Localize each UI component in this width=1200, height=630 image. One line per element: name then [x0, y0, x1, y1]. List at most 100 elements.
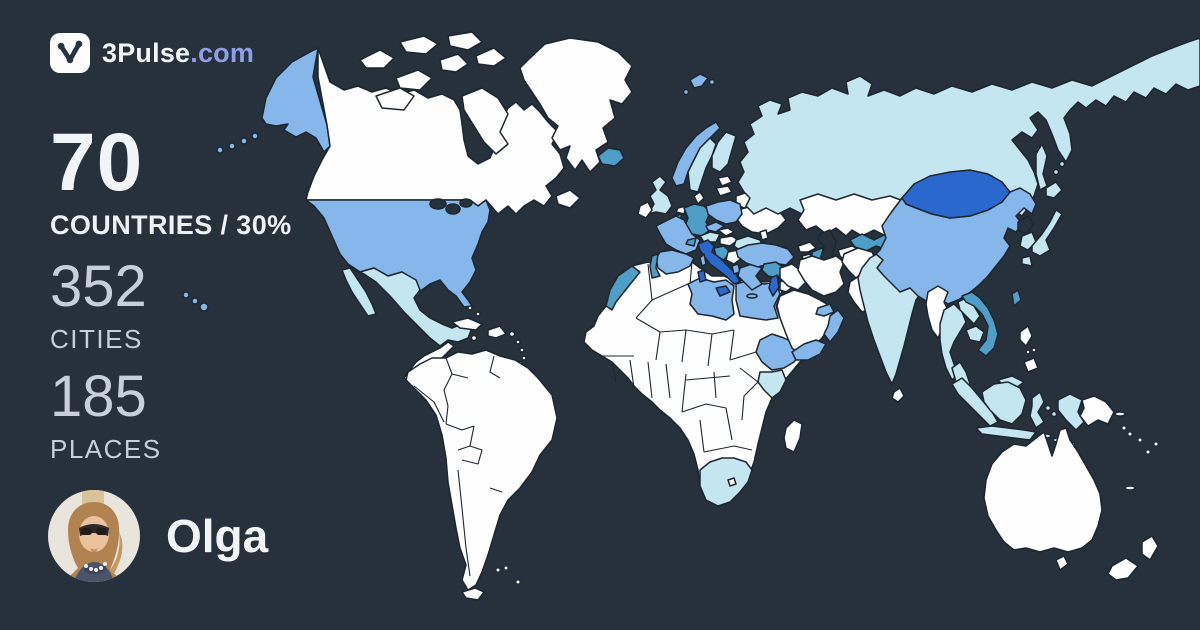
country-morocco: [605, 265, 641, 311]
country-caribbean: [519, 347, 525, 353]
country-islands: [1145, 449, 1151, 455]
country-indonesia: [975, 425, 1037, 441]
country-svalbard: [689, 73, 709, 89]
country-iran: [797, 255, 845, 297]
country-indonesia: [1057, 393, 1085, 431]
country-russia: [1035, 143, 1048, 191]
country-australia: [983, 427, 1103, 553]
cities-value: 352: [50, 254, 147, 319]
country-taiwan: [1011, 289, 1022, 307]
country-philippines: [1019, 325, 1033, 347]
country-border-line: [681, 403, 727, 413]
country-south-america: [405, 349, 558, 591]
country-border-line: [647, 361, 653, 399]
country-border-line: [489, 355, 501, 379]
country-ireland: [637, 201, 653, 219]
country-caribbean: [508, 330, 516, 338]
country-canada: [461, 87, 509, 155]
country-italy: [715, 285, 731, 297]
country-caribbean: [521, 355, 527, 361]
country-finland: [711, 131, 737, 173]
country-indonesia: [1044, 404, 1052, 412]
country-japan: [1021, 255, 1033, 267]
country-indonesia: [981, 381, 1027, 425]
country-south-africa: [699, 457, 753, 507]
places-value: 185: [50, 364, 147, 429]
user-name: Olga: [166, 510, 269, 562]
country-indonesia: [951, 377, 999, 427]
country-baltics: [717, 175, 733, 187]
country-france: [699, 253, 707, 267]
country-baltics: [715, 185, 733, 197]
country-papua-new-guinea: [1079, 395, 1115, 427]
country-islands: [1127, 431, 1133, 437]
country-canada: [447, 31, 483, 51]
country-border-line: [689, 261, 693, 285]
country-border-line: [729, 351, 757, 361]
country-border-line: [655, 331, 661, 361]
country-sri-lanka: [891, 387, 905, 403]
water-body: [445, 203, 461, 215]
countries-value: 70: [50, 117, 144, 208]
country-new-zealand: [1107, 557, 1139, 581]
brand-logo[interactable]: 3Pulse.com: [50, 33, 254, 73]
country-thailand: [939, 303, 967, 381]
pulse-check-icon: [50, 33, 90, 73]
stat-countries: 70 COUNTRIES / 30%: [50, 122, 292, 241]
country-border-line: [699, 419, 705, 453]
country-madagascar: [783, 419, 803, 453]
country-canada: [555, 189, 581, 209]
water-body: [459, 198, 473, 208]
country-svalbard: [708, 78, 716, 86]
country-alaska: [261, 47, 331, 153]
country-norway: [671, 121, 721, 187]
country-italy: [697, 269, 707, 283]
country-border-line: [685, 375, 731, 381]
country-hispaniola: [487, 325, 507, 339]
country-islands: [503, 565, 509, 571]
brand-domain-suffix: .com: [190, 37, 255, 68]
country-border-line: [681, 329, 687, 363]
country-svalbard: [682, 88, 690, 96]
country-border-line: [665, 363, 671, 399]
left-info-panel: 3Pulse.com 70 COUNTRIES / 30% 352 CITIES…: [0, 0, 320, 630]
country-alaska: [216, 146, 224, 154]
country-switzerland: [685, 237, 697, 247]
country-iceland: [597, 147, 625, 167]
country-canada: [375, 87, 415, 111]
stat-places: 185 PLACES: [50, 368, 162, 465]
country-portugal: [649, 253, 661, 279]
avatar[interactable]: [48, 490, 140, 582]
country-border-line: [413, 385, 445, 423]
country-poland: [705, 199, 743, 225]
country-border-line: [461, 445, 483, 465]
country-hungary: [719, 235, 739, 247]
country-border-line: [489, 487, 503, 493]
country-canada: [439, 53, 469, 73]
country-mexico: [341, 267, 377, 317]
country-canada: [359, 49, 395, 69]
country-greenland: [519, 37, 633, 173]
country-italy: [697, 239, 741, 285]
country-russia: [1058, 160, 1066, 168]
country-border-line: [707, 333, 713, 367]
country-mongolia: [901, 169, 1011, 219]
country-caribbean: [515, 339, 521, 345]
country-turkey: [735, 242, 795, 268]
country-canada: [475, 47, 507, 67]
country-uk: [647, 175, 673, 215]
country-north-korea: [1017, 215, 1035, 235]
country-border-line: [651, 283, 689, 301]
country-border-line: [739, 367, 759, 383]
country-alaska: [228, 142, 236, 150]
country-hawaii: [182, 291, 190, 299]
country-border-line: [451, 373, 469, 379]
country-border-line: [713, 371, 717, 399]
country-cuba: [451, 317, 483, 331]
country-islands: [495, 567, 501, 573]
country-philippines: [1025, 349, 1031, 355]
country-moldova: [759, 229, 769, 241]
country-vietnam: [961, 291, 999, 357]
country-oman: [823, 309, 845, 343]
country-philippines: [1031, 347, 1037, 353]
